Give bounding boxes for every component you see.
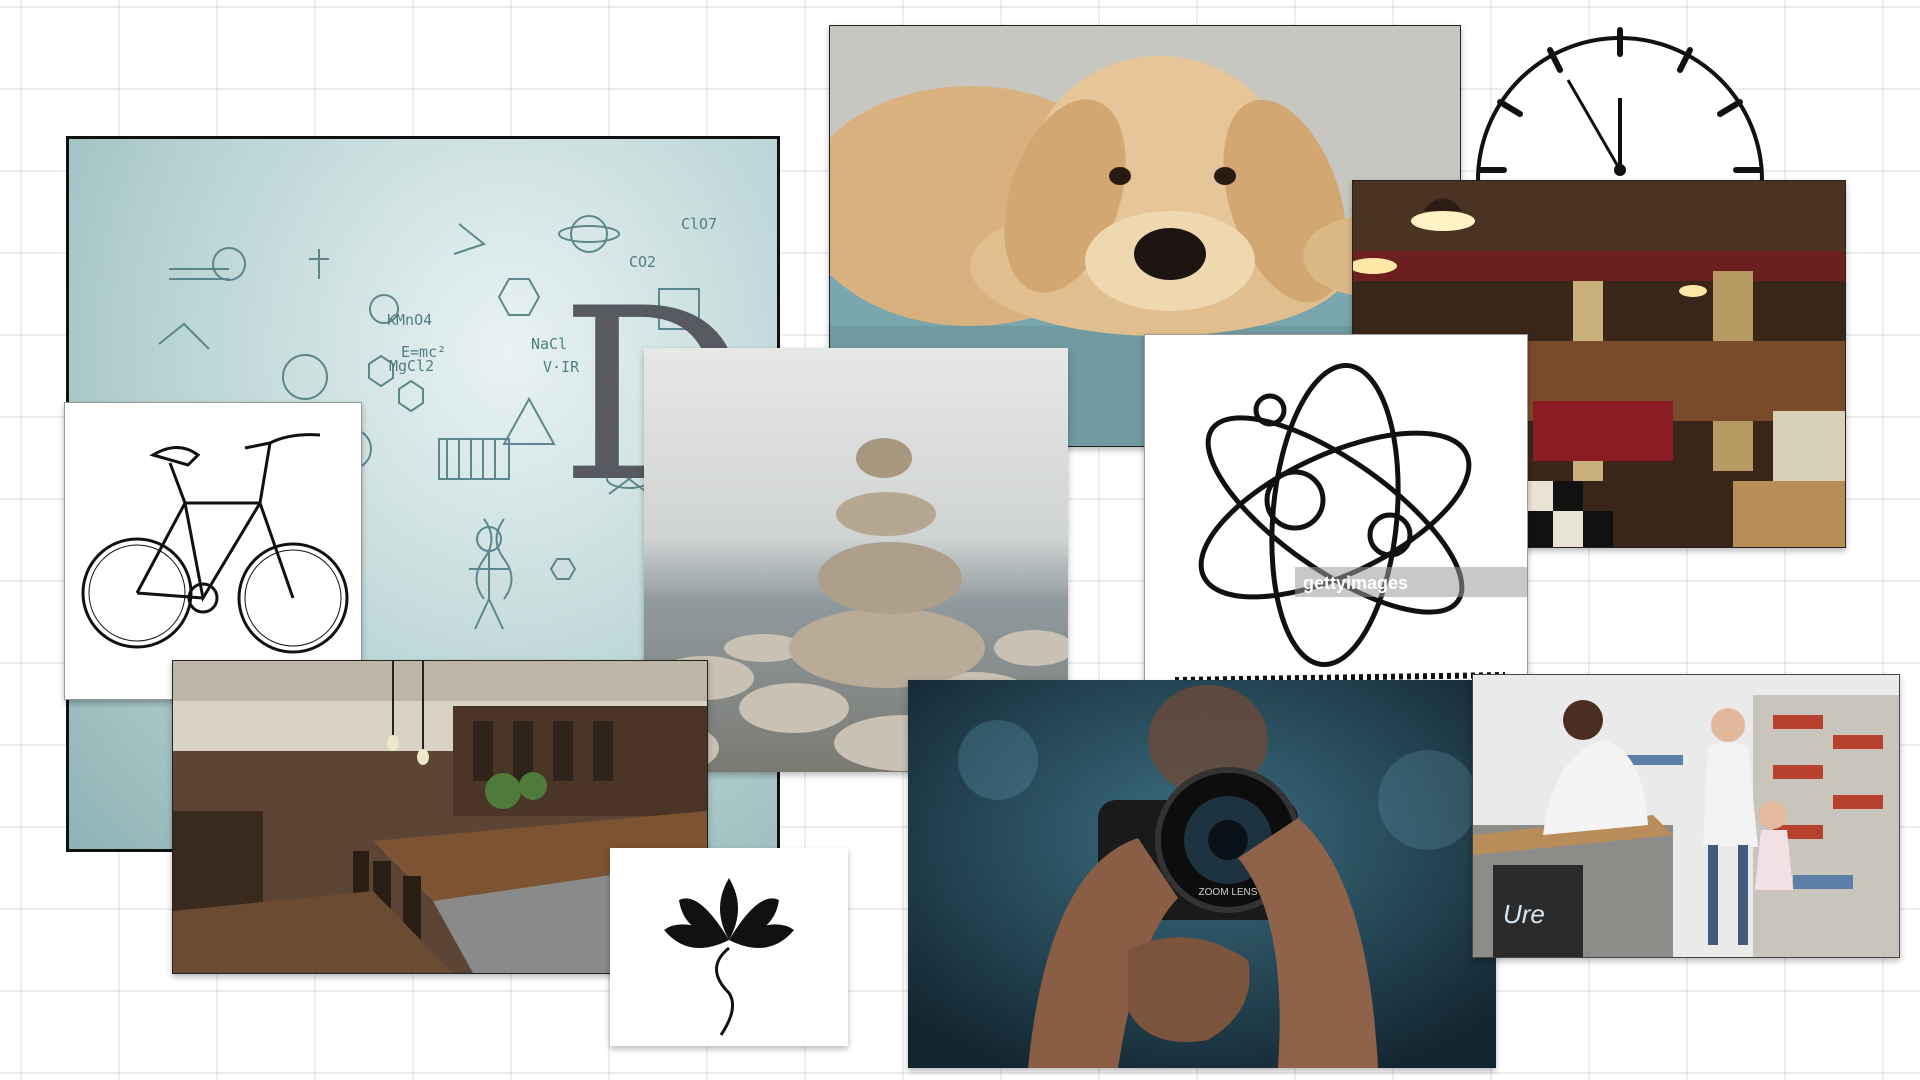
lotus-flower-icon: [664, 878, 794, 1036]
atom-sketch-icon: gettyimages: [1174, 362, 1527, 683]
grocery-store-photo: Ure: [1472, 674, 1900, 958]
formula-text: KMnO4: [387, 311, 432, 329]
formula-text: MgCl2: [389, 357, 434, 375]
diner-interior: [1353, 181, 1845, 547]
formula-text: ClO7: [681, 215, 717, 233]
clock-drawing: [1470, 18, 1770, 188]
diner-photo: [1352, 180, 1846, 548]
chalkboard-sign: Ure: [1503, 899, 1545, 929]
formula-text: NaCl: [531, 335, 567, 353]
stock-watermark: gettyimages: [1303, 573, 1408, 593]
bicycle-sketch-icon: [81, 433, 349, 654]
camera-photographer: ZOOM LENS: [908, 680, 1496, 1068]
lens-text: ZOOM LENS: [1199, 887, 1258, 898]
photographer-photo: ZOOM LENS: [908, 680, 1496, 1068]
atom-sketch: gettyimages: [1144, 334, 1528, 716]
lotus-drawing: [610, 848, 848, 1046]
formula-text: E=mc²: [401, 343, 446, 361]
formula-text: V·IR: [543, 358, 580, 376]
bicycle-sketch: [64, 402, 362, 700]
formula-text: CO2: [629, 253, 656, 271]
clock-icon: [1476, 27, 1764, 181]
grocery-store-scene: Ure: [1473, 675, 1899, 957]
